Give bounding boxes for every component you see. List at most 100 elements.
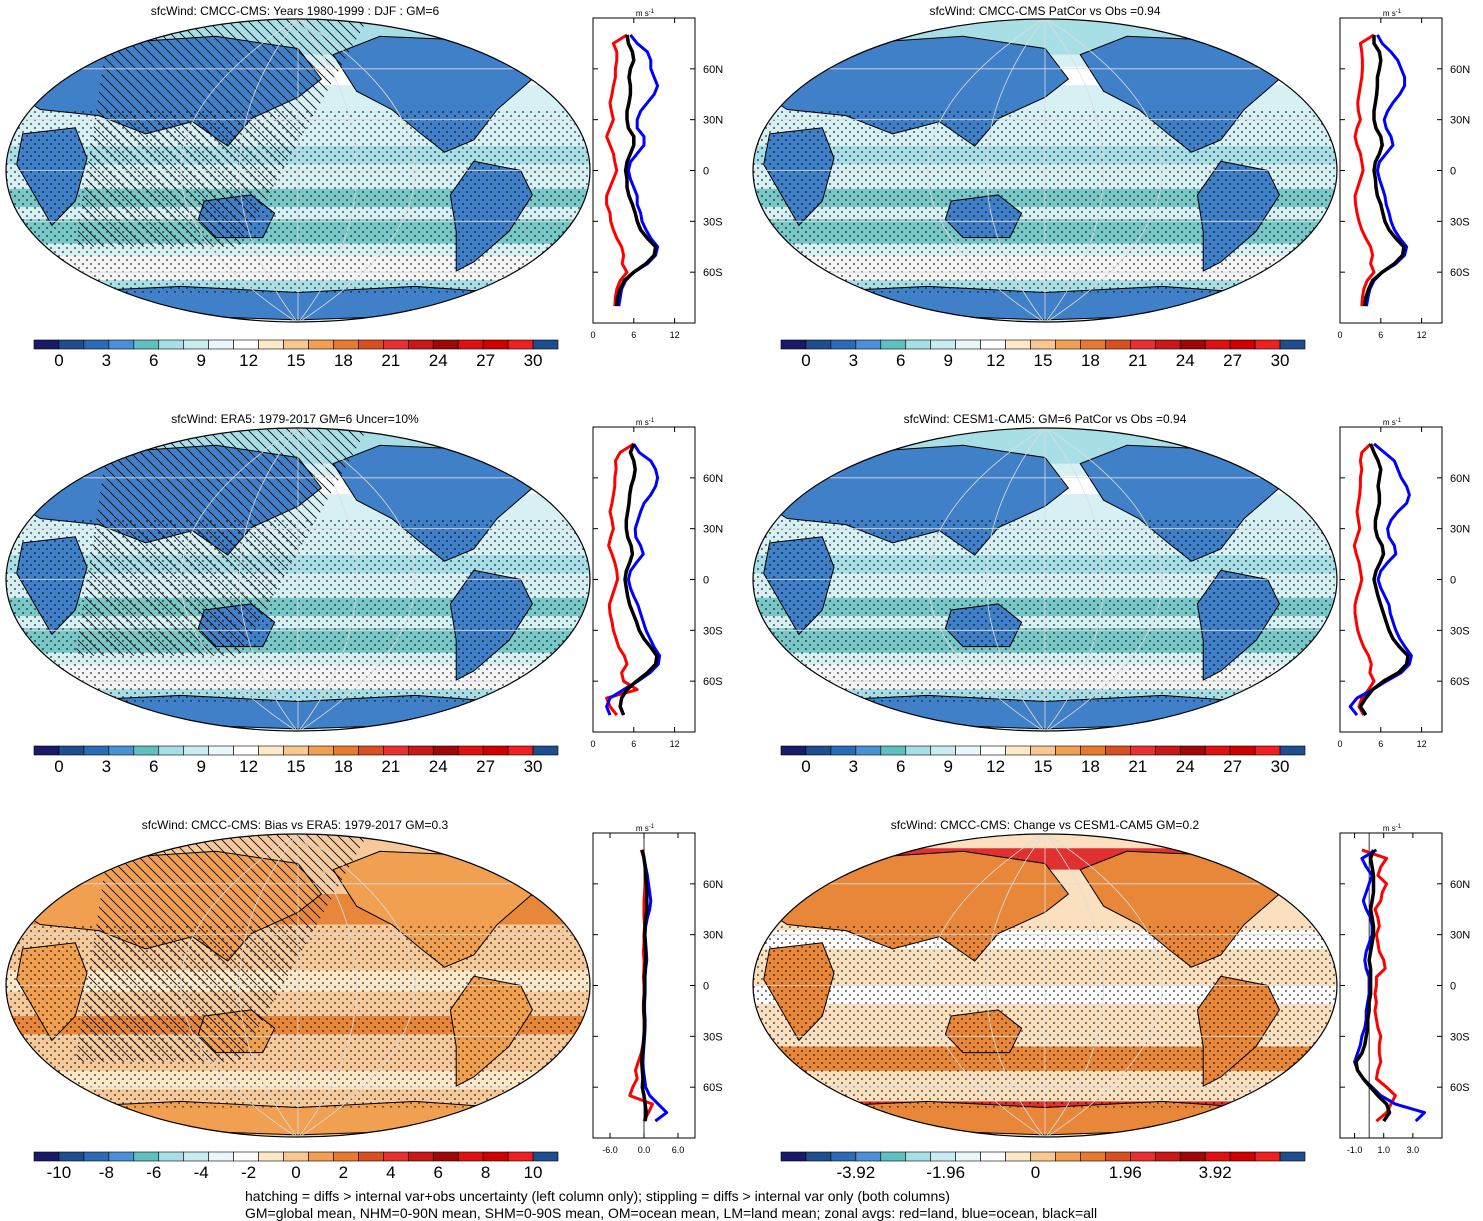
p5-colorbar-box-16 (432, 1151, 459, 1162)
p2-colorbar-label-5: 15 (1033, 351, 1053, 370)
p2-lat-tick-3: 30S (1450, 216, 1470, 228)
p2-colorbar-label-9: 27 (1223, 351, 1243, 370)
p4-lat-tick-4: 60S (1450, 676, 1470, 688)
p5-map (5, 833, 591, 1138)
p4-colorbar-box-4 (880, 745, 907, 756)
p3-colorbar-label-6: 18 (333, 757, 353, 776)
p4-colorbar-label-6: 18 (1080, 757, 1100, 776)
p4-colorbar-box-20 (1279, 745, 1306, 756)
p1-field (6, 19, 590, 323)
p1-x-tick-1: 6 (631, 330, 636, 340)
p2-colorbar-box-17 (1204, 339, 1231, 350)
p4-zonal-line-ocean (1348, 442, 1413, 717)
p4-colorbar-box-2 (830, 745, 857, 756)
p2-colorbar-label-1: 3 (848, 351, 859, 370)
p2-colorbar-label-0: 0 (801, 351, 811, 370)
p4-colorbar-box-11 (1055, 745, 1081, 756)
p6-lat-tick-1: 30N (1450, 930, 1470, 942)
p6-lat-tick-4: 60S (1450, 1082, 1470, 1094)
p5-colorbar-box-17 (457, 1151, 484, 1162)
p6-colorbar-box-10 (1030, 1151, 1056, 1162)
p5-zonal-plot: 60N 30N 0 30S 60S -6.0 0.0 6.0 m s-1 (592, 824, 723, 1155)
p4-colorbar-box-8 (980, 745, 1006, 756)
p3-title: sfcWind: ERA5: 1979-2017 GM=6 Uncer=10% (171, 412, 419, 426)
p2-map (752, 18, 1338, 323)
p6-colorbar-box-1 (805, 1151, 832, 1162)
p3-colorbar-label-5: 15 (286, 757, 306, 776)
p4-colorbar-box-18 (1229, 745, 1256, 756)
p3-colorbar-box-15 (407, 745, 434, 756)
p2-colorbar-label-10: 30 (1270, 351, 1290, 370)
p1-colorbar-box-10 (283, 339, 309, 350)
p6-map (752, 833, 1338, 1138)
p4-colorbar-box-17 (1204, 745, 1231, 756)
p5-colorbar-label-3: -4 (193, 1163, 209, 1182)
p3-colorbar-label-10: 30 (523, 757, 543, 776)
p2-colorbar-box-14 (1130, 339, 1156, 350)
p1-zonal-plot: 60N 30N 0 30S 60S 0 6 12 m s-1 (590, 9, 723, 340)
p1-colorbar-label-8: 24 (428, 351, 448, 370)
p2-colorbar-box-3 (855, 339, 882, 350)
p5-colorbar-label-9: 8 (480, 1163, 491, 1182)
p4-colorbar (780, 745, 1306, 756)
p1-zonal-line-land (605, 33, 629, 307)
p2-colorbar-label-3: 9 (943, 351, 953, 370)
p5-colorbar-box-14 (383, 1151, 409, 1162)
p5-colorbar-box-4 (133, 1151, 160, 1162)
p1-zonal-line-all (615, 34, 658, 307)
p4-x-tick-1: 6 (1378, 739, 1383, 749)
p3-colorbar-label-0: 0 (54, 757, 64, 776)
p2-colorbar-box-9 (1005, 339, 1031, 350)
p3-colorbar-box-4 (133, 745, 160, 756)
p1-colorbar-label-9: 27 (476, 351, 496, 370)
p5-colorbar-box-6 (183, 1151, 209, 1162)
p2-colorbar-box-7 (955, 339, 981, 350)
p1-colorbar-label-2: 6 (149, 351, 159, 370)
p6-colorbar-box-16 (1179, 1151, 1206, 1162)
p6-colorbar-box-19 (1254, 1151, 1281, 1162)
p5-colorbar-label-10: 10 (523, 1163, 543, 1182)
p2-colorbar-box-15 (1154, 339, 1181, 350)
p4-zonal-line-all (1358, 443, 1410, 717)
p4-zonal-plot: 60N 30N 0 30S 60S 0 6 12 m s-1 (1337, 418, 1470, 749)
p2-field (753, 19, 1337, 323)
p5-colorbar-box-2 (83, 1151, 110, 1162)
p3-map (5, 427, 591, 732)
p5-x-tick-1: 0.0 (638, 1145, 651, 1155)
p5-colorbar-box-9 (258, 1151, 284, 1162)
p1-colorbar-box-2 (83, 339, 110, 350)
p6-colorbar (780, 1151, 1306, 1162)
p1-x-tick-0: 0 (590, 330, 595, 340)
p4-colorbar-box-16 (1179, 745, 1206, 756)
p4-lat-tick-2: 0 (1450, 575, 1456, 587)
p3-hatching (75, 428, 369, 656)
p2-colorbar-box-16 (1179, 339, 1206, 350)
p5-lat-tick-1: 30N (703, 930, 723, 942)
p6-x-tick-1: 1.0 (1377, 1145, 1390, 1155)
p4-field (753, 428, 1337, 732)
p6-unit-label: m s-1 (1383, 824, 1402, 833)
p2-zonal-line-land (1353, 33, 1376, 307)
p2-colorbar-label-4: 12 (986, 351, 1006, 370)
p2-unit-label: m s-1 (1383, 9, 1402, 18)
p6-colorbar-box-6 (930, 1151, 956, 1162)
p5-x-tick-0: -6.0 (602, 1145, 618, 1155)
p4-x-tick-0: 0 (1337, 739, 1342, 749)
p5-lat-tick-2: 0 (703, 981, 709, 993)
p5-unit-label: m s-1 (636, 824, 655, 833)
p1-lat-tick-2: 0 (703, 166, 709, 178)
p4-colorbar-box-0 (780, 745, 807, 756)
p4-colorbar-box-12 (1080, 745, 1106, 756)
p6-colorbar-box-0 (780, 1151, 807, 1162)
footer-line-2: GM=global mean, NHM=0-90N mean, SHM=0-90… (245, 1205, 1098, 1221)
p1-colorbar-box-15 (407, 339, 434, 350)
p6-colorbar-label-3: 1.96 (1108, 1163, 1142, 1182)
p3-colorbar-box-5 (158, 745, 185, 756)
p3-colorbar-label-2: 6 (149, 757, 159, 776)
p2-zonal-frame (1339, 17, 1443, 324)
p4-zonal-frame (1339, 426, 1443, 733)
p3-colorbar-box-7 (208, 745, 234, 756)
p5-colorbar-label-1: -8 (98, 1163, 114, 1182)
p4-map (752, 427, 1338, 732)
p3-colorbar-box-8 (233, 745, 259, 756)
